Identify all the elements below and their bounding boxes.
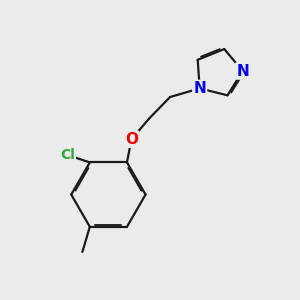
Text: N: N — [193, 81, 206, 96]
Text: O: O — [125, 132, 138, 147]
Text: Cl: Cl — [60, 148, 75, 162]
Text: N: N — [236, 64, 249, 79]
